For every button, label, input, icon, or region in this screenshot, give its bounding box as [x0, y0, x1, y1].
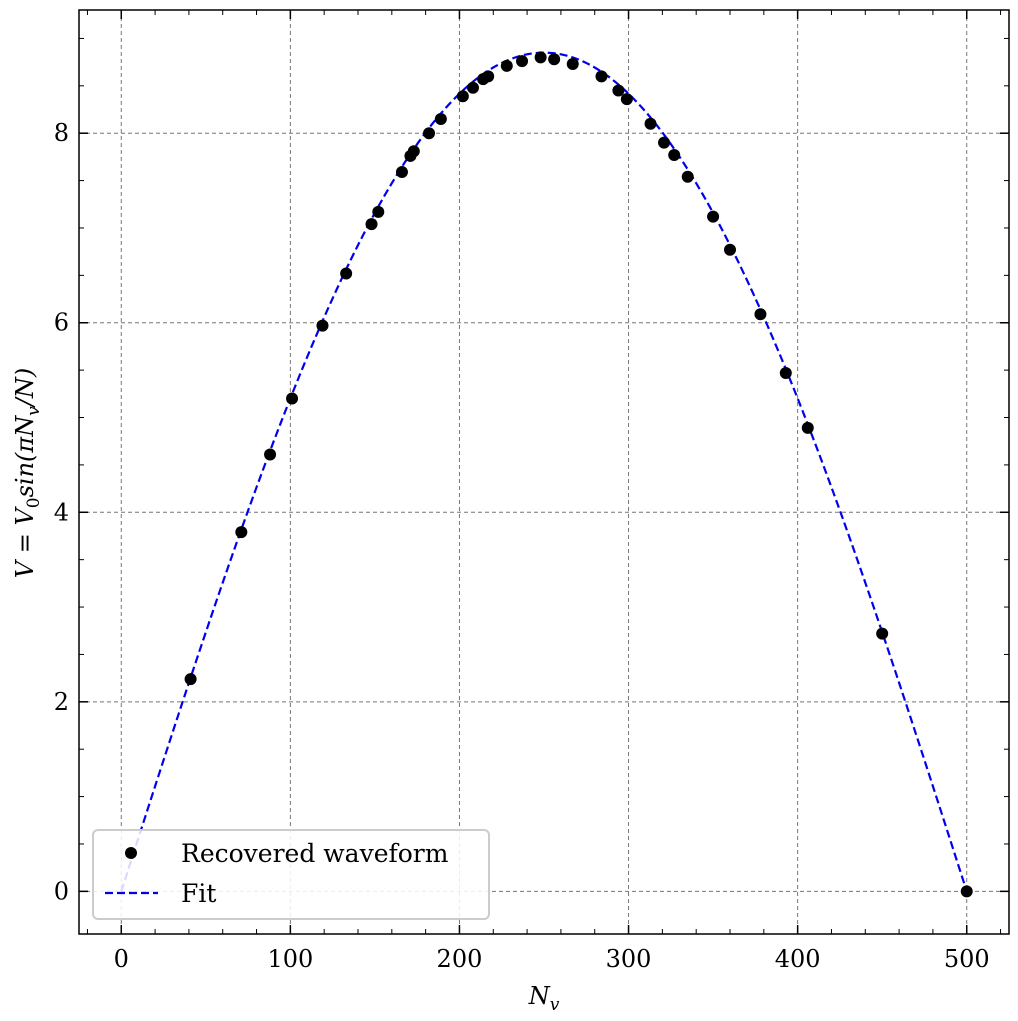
- data-point: [724, 243, 736, 256]
- data-point: [423, 127, 436, 140]
- grid: [79, 10, 1009, 934]
- data-point: [595, 70, 608, 83]
- data-point: [960, 885, 973, 898]
- data-point: [316, 319, 329, 332]
- x-tick-label: 100: [267, 945, 313, 973]
- data-point: [482, 70, 495, 83]
- y-tick-label: 4: [54, 498, 69, 526]
- x-tick-label: 0: [114, 945, 129, 973]
- data-point: [466, 81, 479, 94]
- data-point: [612, 84, 625, 97]
- legend-marker-recovered-waveform: [125, 847, 137, 859]
- x-axis-label: Nv: [528, 982, 560, 1015]
- x-tick-label: 400: [775, 945, 821, 973]
- recovered-waveform-series: [184, 51, 973, 898]
- legend-label-recovered-waveform: Recovered waveform: [181, 839, 449, 868]
- data-point: [644, 117, 657, 130]
- axes: [78, 9, 1010, 935]
- data-point: [668, 149, 681, 161]
- y-tick-label: 8: [54, 119, 69, 147]
- data-point: [548, 53, 561, 66]
- y-axis-label: V = V0sin(πNv/N): [11, 368, 44, 579]
- data-point: [456, 90, 469, 103]
- data-point: [372, 205, 385, 218]
- plot-frame: [78, 9, 1010, 935]
- data-point: [340, 267, 353, 280]
- data-point: [407, 145, 420, 158]
- data-point: [620, 93, 633, 106]
- fit-line: [120, 51, 968, 892]
- data-point: [754, 308, 767, 321]
- legend: Recovered waveform Fit: [92, 829, 490, 920]
- data-point: [707, 210, 720, 223]
- tick-labels: 0 100 200 300 400 500 0 2 4 6 8: [54, 119, 990, 973]
- data-point: [235, 526, 248, 539]
- data-point: [395, 166, 408, 179]
- data-point: [801, 421, 814, 434]
- y-tick-label: 0: [54, 877, 69, 905]
- data-point: [286, 392, 299, 405]
- fit-series: [120, 51, 968, 892]
- y-tick-label: 6: [54, 309, 69, 337]
- legend-box: [92, 829, 490, 920]
- tick-marks: [79, 10, 1009, 934]
- data-point: [681, 170, 694, 183]
- data-point: [434, 112, 447, 125]
- data-point: [516, 55, 529, 68]
- data-point: [264, 448, 277, 461]
- data-point: [365, 218, 378, 231]
- data-point: [534, 51, 547, 64]
- data-point: [500, 59, 513, 72]
- y-tick-label: 2: [54, 688, 69, 716]
- x-tick-label: 500: [944, 945, 990, 973]
- data-point: [779, 366, 792, 379]
- data-point: [876, 627, 889, 640]
- legend-label-fit: Fit: [181, 879, 216, 908]
- data-point: [658, 136, 671, 149]
- data-point: [184, 673, 197, 686]
- data-point: [566, 58, 579, 71]
- x-tick-label: 200: [437, 945, 483, 973]
- x-tick-label: 300: [606, 945, 652, 973]
